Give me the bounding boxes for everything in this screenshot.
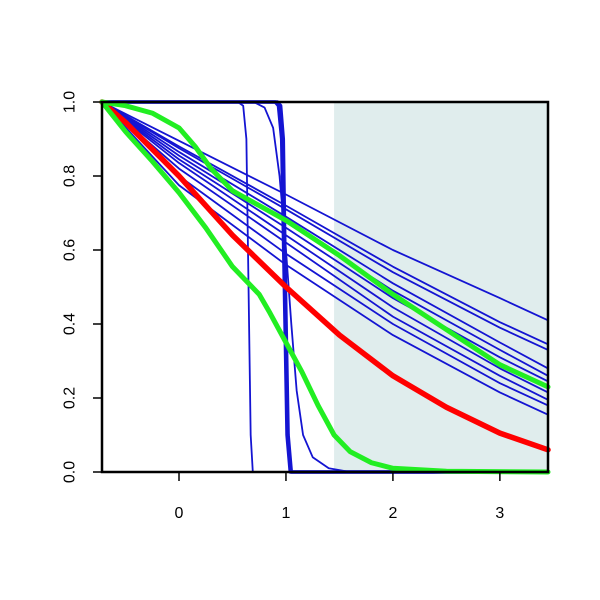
y-tick-label: 0.0	[62, 461, 79, 483]
x-tick-label: 0	[175, 505, 184, 522]
x-tick-label: 3	[495, 505, 504, 522]
shaded-region	[334, 102, 548, 472]
y-tick-label: 1.0	[62, 91, 79, 113]
series-line-1	[101, 101, 549, 416]
series-line-14	[101, 101, 549, 473]
series-line-7	[101, 101, 549, 370]
x-tick-label: 1	[282, 505, 291, 522]
series-line-16	[99, 99, 551, 475]
plot-frame	[100, 100, 550, 474]
series-line-3	[101, 101, 549, 401]
series-line-10	[101, 101, 549, 322]
y-tick-label: 0.4	[62, 313, 79, 335]
y-tick-label: 0.8	[62, 165, 79, 187]
series-line-9	[101, 101, 549, 346]
x-axis: 0 1 2 3	[175, 472, 504, 522]
series-line-17	[99, 99, 551, 390]
y-tick-label: 0.6	[62, 239, 79, 261]
series-line-5	[101, 101, 549, 383]
y-tick-label: 0.2	[62, 387, 79, 409]
series-line-8	[101, 101, 549, 351]
y-axis: 0.0 0.2 0.4 0.6 0.8 1.0	[62, 91, 102, 483]
series-line-4	[101, 101, 549, 394]
x-tick-label: 2	[388, 505, 397, 522]
series-line-15	[99, 99, 551, 453]
